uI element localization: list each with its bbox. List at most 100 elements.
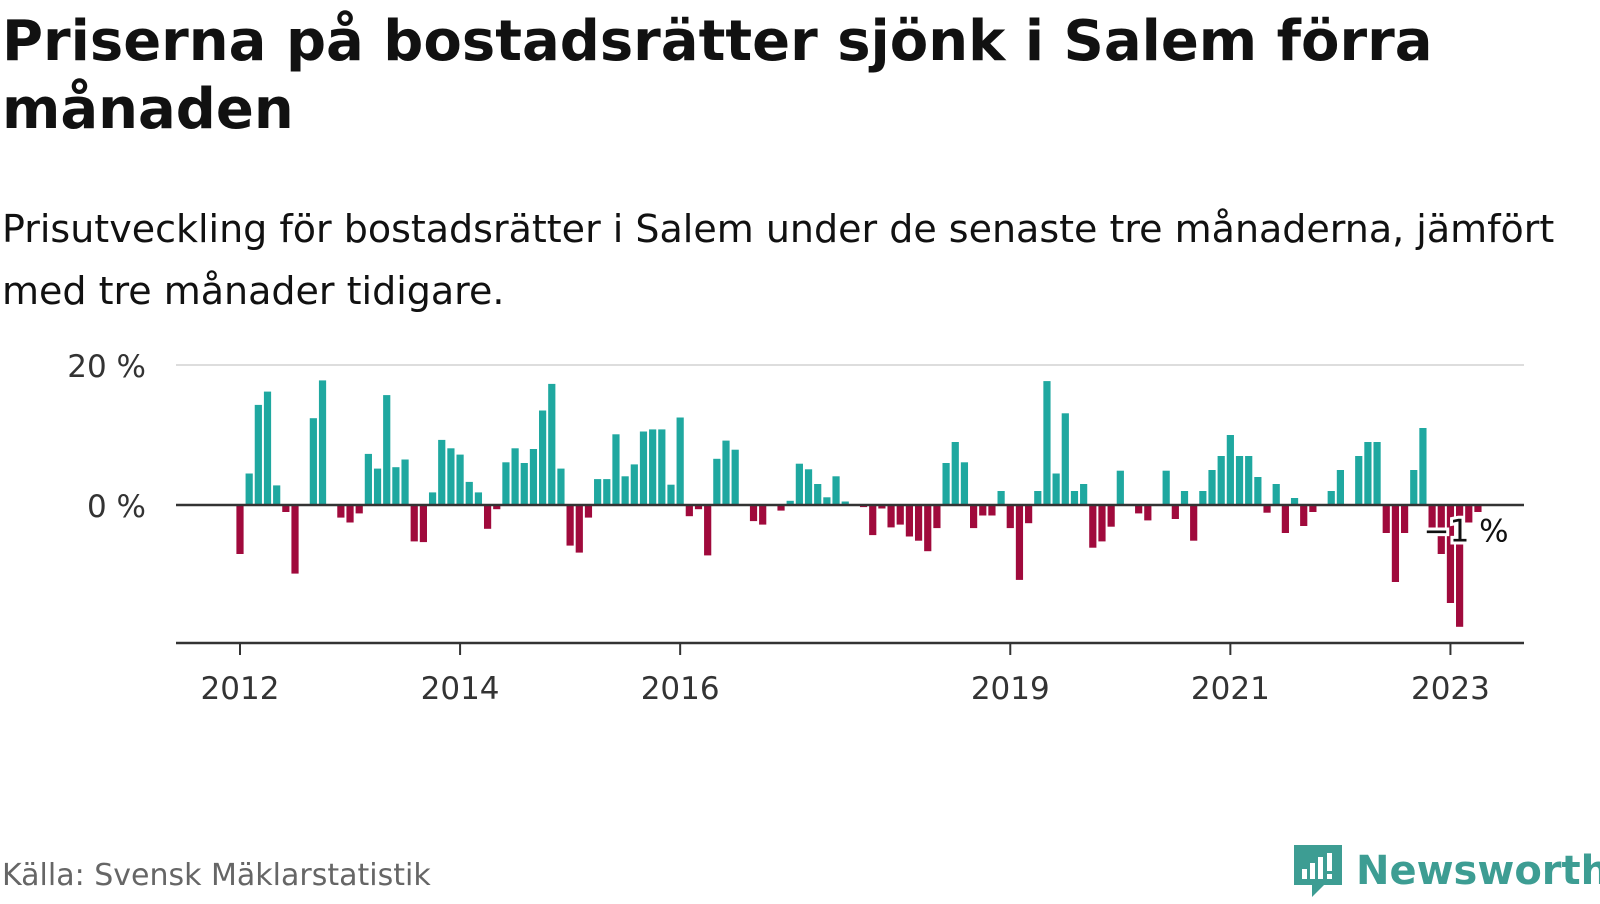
bar — [924, 505, 932, 552]
bar — [914, 505, 923, 541]
bar — [933, 505, 941, 529]
chart-subtitle: Prisutveckling för bostadsrätter i Salem… — [2, 207, 1555, 313]
bar — [373, 468, 382, 505]
bar — [749, 505, 758, 522]
bar — [1355, 456, 1363, 505]
bar — [1382, 505, 1390, 533]
bar — [1400, 505, 1409, 533]
bar — [786, 500, 794, 505]
y-tick-label: 0 % — [87, 489, 146, 525]
brand-logo[interactable]: Newsworthy — [1292, 838, 1600, 904]
bar — [1290, 498, 1299, 505]
bar — [539, 410, 547, 505]
bar — [1107, 505, 1115, 527]
bar — [1309, 505, 1317, 512]
bar — [823, 497, 831, 505]
bar — [1474, 505, 1482, 512]
bar — [1327, 491, 1335, 505]
bar — [970, 505, 978, 529]
bar — [309, 418, 317, 505]
brand-name: Newsworthy — [1356, 848, 1600, 894]
bar — [1043, 381, 1051, 505]
bar — [713, 458, 721, 505]
bar — [704, 505, 712, 556]
bar — [1391, 505, 1400, 582]
bar — [905, 505, 914, 537]
bar — [1190, 505, 1198, 541]
bar — [1364, 442, 1372, 505]
bar — [428, 492, 437, 505]
bar — [694, 505, 703, 510]
bar — [456, 454, 464, 505]
bar — [1437, 505, 1445, 554]
bar — [676, 417, 684, 505]
bar — [1281, 505, 1289, 533]
bar — [1061, 413, 1069, 505]
bar — [960, 462, 969, 505]
bar — [887, 505, 895, 528]
bar — [410, 505, 418, 542]
bar — [639, 431, 648, 505]
bar — [355, 505, 363, 514]
bar — [465, 481, 473, 505]
bar — [1456, 505, 1464, 627]
bar — [878, 505, 886, 509]
bar — [630, 464, 638, 505]
bar — [603, 479, 611, 505]
x-tick-label: 2012 — [201, 671, 280, 707]
bar — [1300, 505, 1308, 526]
bar — [804, 469, 813, 505]
bar — [731, 449, 739, 505]
bar — [383, 395, 391, 505]
bar — [685, 505, 693, 517]
annotation-label: −1 % — [1424, 514, 1509, 550]
bar — [282, 505, 290, 512]
bar — [273, 485, 281, 505]
bar — [1135, 505, 1143, 514]
bars — [236, 380, 1482, 627]
bar — [1144, 505, 1152, 521]
x-tick-label: 2023 — [1411, 671, 1490, 707]
bar — [1465, 505, 1473, 523]
labels: 0 % 20 % 2012 2014 2016 2019 2021 2023 −1 % — [67, 349, 1511, 707]
bar — [1199, 491, 1207, 505]
bar — [236, 505, 244, 554]
bar — [1098, 505, 1106, 542]
bar — [814, 484, 822, 505]
bar — [841, 501, 849, 505]
bar — [1080, 484, 1088, 505]
bar — [1089, 505, 1097, 548]
bar — [1428, 505, 1436, 533]
axes — [176, 503, 1524, 655]
bar — [1217, 456, 1225, 505]
bar — [1336, 470, 1344, 505]
bar — [511, 448, 519, 505]
bar — [1116, 470, 1124, 505]
bar — [438, 439, 446, 505]
bar — [759, 505, 767, 525]
bar — [584, 505, 593, 518]
chart-title: Priserna på bostadsrätter sjönk i Salem … — [2, 9, 1433, 142]
x-tick-label: 2014 — [421, 671, 500, 707]
bar — [401, 459, 409, 505]
bar — [621, 476, 629, 505]
bar — [447, 448, 455, 505]
bar — [594, 479, 602, 505]
bar — [1419, 428, 1427, 505]
x-tick-label: 2016 — [641, 671, 720, 707]
y-tick-label: 20 % — [67, 349, 146, 385]
bar — [612, 434, 620, 505]
bar — [318, 380, 327, 505]
bar — [1226, 435, 1234, 505]
source-credit: Källa: Svensk Mäklarstatistik — [2, 858, 431, 893]
bar — [493, 505, 501, 510]
bar — [557, 468, 565, 505]
bar — [1034, 491, 1042, 505]
x-tick-label: 2021 — [1191, 671, 1270, 707]
bar — [1180, 491, 1189, 505]
bar — [575, 505, 583, 553]
bar — [722, 440, 730, 505]
bar — [502, 462, 510, 505]
bar — [1070, 491, 1079, 505]
bar — [1162, 470, 1170, 505]
